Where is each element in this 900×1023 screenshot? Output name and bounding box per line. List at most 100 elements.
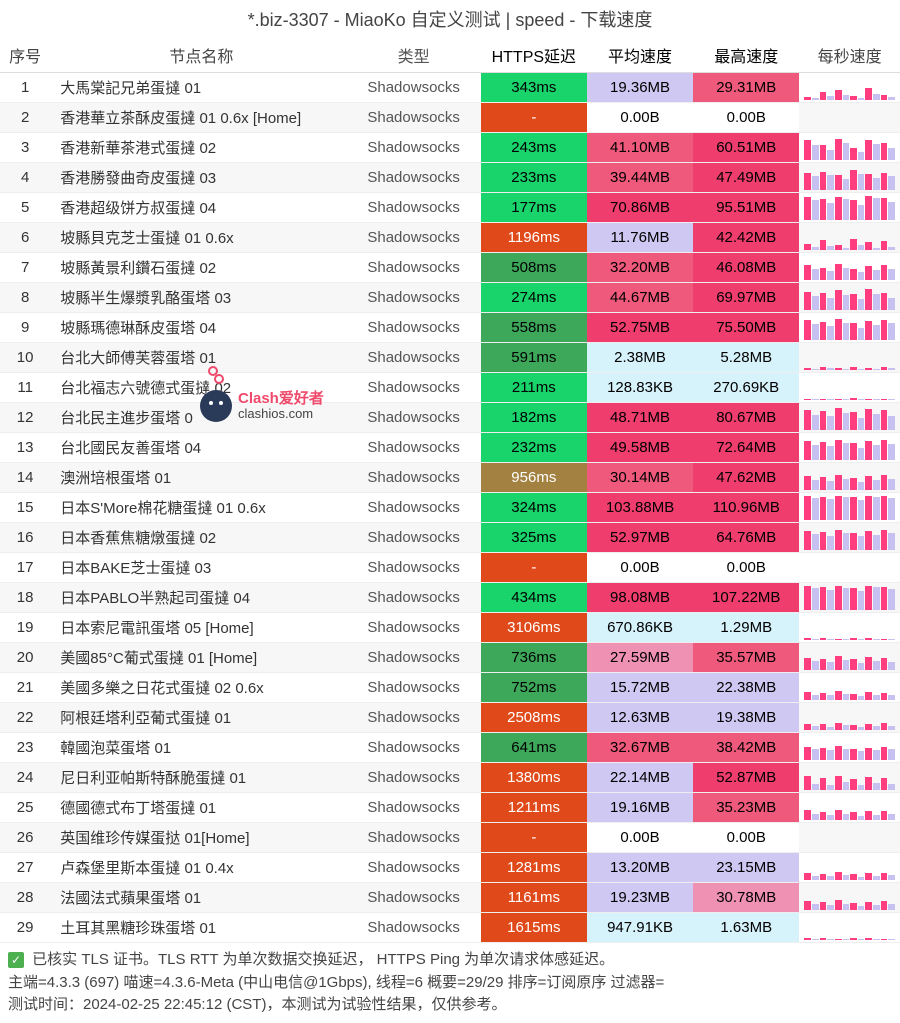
- cell-latency: 233ms: [481, 163, 587, 193]
- cell-avg-speed: 0.00B: [587, 553, 693, 583]
- cell-type: Shadowsocks: [347, 673, 481, 703]
- cell-type: Shadowsocks: [347, 463, 481, 493]
- cell-max-speed: 0.00B: [693, 103, 799, 133]
- cell-index: 16: [0, 523, 50, 553]
- cell-index: 24: [0, 763, 50, 793]
- cell-index: 11: [0, 373, 50, 403]
- cell-sparkline: [799, 223, 900, 253]
- cell-latency: 558ms: [481, 313, 587, 343]
- table-row: 5香港超级饼方叔蛋撻 04Shadowsocks177ms70.86MB95.5…: [0, 193, 900, 223]
- cell-type: Shadowsocks: [347, 373, 481, 403]
- cell-type: Shadowsocks: [347, 253, 481, 283]
- cell-node-name: 台北大師傅芙蓉蛋塔 01: [50, 343, 346, 373]
- cell-node-name: 坡縣半生爆漿乳酪蛋塔 03: [50, 283, 346, 313]
- cell-sparkline: [799, 883, 900, 913]
- cell-max-speed: 19.38MB: [693, 703, 799, 733]
- cell-max-speed: 35.57MB: [693, 643, 799, 673]
- table-row: 8坡縣半生爆漿乳酪蛋塔 03Shadowsocks274ms44.67MB69.…: [0, 283, 900, 313]
- cell-latency: 211ms: [481, 373, 587, 403]
- table-row: 18日本PABLO半熟起司蛋撻 04Shadowsocks434ms98.08M…: [0, 583, 900, 613]
- table-row: 6坡縣貝克芝士蛋撻 01 0.6xShadowsocks1196ms11.76M…: [0, 223, 900, 253]
- cell-sparkline: [799, 793, 900, 823]
- cell-latency: 641ms: [481, 733, 587, 763]
- table-row: 24尼日利亚帕斯特酥脆蛋撻 01Shadowsocks1380ms22.14MB…: [0, 763, 900, 793]
- cell-index: 18: [0, 583, 50, 613]
- cell-index: 10: [0, 343, 50, 373]
- cell-index: 4: [0, 163, 50, 193]
- cell-type: Shadowsocks: [347, 343, 481, 373]
- cell-type: Shadowsocks: [347, 853, 481, 883]
- cell-avg-speed: 52.75MB: [587, 313, 693, 343]
- cell-avg-speed: 15.72MB: [587, 673, 693, 703]
- cell-avg-speed: 49.58MB: [587, 433, 693, 463]
- cell-index: 28: [0, 883, 50, 913]
- table-row: 3香港新華茶港式蛋撻 02Shadowsocks243ms41.10MB60.5…: [0, 133, 900, 163]
- cell-avg-speed: 27.59MB: [587, 643, 693, 673]
- cell-type: Shadowsocks: [347, 223, 481, 253]
- cell-latency: 1196ms: [481, 223, 587, 253]
- table-row: 2香港華立茶酥皮蛋撻 01 0.6x [Home]Shadowsocks-0.0…: [0, 103, 900, 133]
- cell-latency: 324ms: [481, 493, 587, 523]
- cell-max-speed: 110.96MB: [693, 493, 799, 523]
- cell-max-speed: 107.22MB: [693, 583, 799, 613]
- cell-type: Shadowsocks: [347, 823, 481, 853]
- cell-sparkline: [799, 103, 900, 133]
- cell-type: Shadowsocks: [347, 523, 481, 553]
- cell-type: Shadowsocks: [347, 793, 481, 823]
- cell-type: Shadowsocks: [347, 643, 481, 673]
- cell-latency: 1281ms: [481, 853, 587, 883]
- cell-node-name: 香港華立茶酥皮蛋撻 01 0.6x [Home]: [50, 103, 346, 133]
- table-row: 25德國德式布丁塔蛋撻 01Shadowsocks1211ms19.16MB35…: [0, 793, 900, 823]
- page-title: *.biz-3307 - MiaoKo 自定义测试 | speed - 下载速度: [0, 0, 900, 38]
- cell-type: Shadowsocks: [347, 193, 481, 223]
- cell-latency: -: [481, 103, 587, 133]
- cell-avg-speed: 48.71MB: [587, 403, 693, 433]
- cell-node-name: 尼日利亚帕斯特酥脆蛋撻 01: [50, 763, 346, 793]
- cell-node-name: 日本索尼電訊蛋塔 05 [Home]: [50, 613, 346, 643]
- th-latency: HTTPS延迟: [481, 38, 587, 73]
- cell-index: 26: [0, 823, 50, 853]
- cell-node-name: 日本香蕉焦糖燉蛋撻 02: [50, 523, 346, 553]
- cell-type: Shadowsocks: [347, 313, 481, 343]
- cell-avg-speed: 32.67MB: [587, 733, 693, 763]
- cell-latency: 243ms: [481, 133, 587, 163]
- table-row: 15日本S'More棉花糖蛋撻 01 0.6xShadowsocks324ms1…: [0, 493, 900, 523]
- cell-index: 29: [0, 913, 50, 943]
- cell-sparkline: [799, 823, 900, 853]
- cell-node-name: 德國德式布丁塔蛋撻 01: [50, 793, 346, 823]
- cell-index: 22: [0, 703, 50, 733]
- cell-max-speed: 38.42MB: [693, 733, 799, 763]
- cell-node-name: 香港超级饼方叔蛋撻 04: [50, 193, 346, 223]
- table-row: 23韓國泡菜蛋塔 01Shadowsocks641ms32.67MB38.42M…: [0, 733, 900, 763]
- cell-latency: 182ms: [481, 403, 587, 433]
- cell-type: Shadowsocks: [347, 493, 481, 523]
- cell-avg-speed: 39.44MB: [587, 163, 693, 193]
- cell-type: Shadowsocks: [347, 433, 481, 463]
- cell-latency: 1380ms: [481, 763, 587, 793]
- cell-index: 1: [0, 73, 50, 103]
- cell-avg-speed: 12.63MB: [587, 703, 693, 733]
- footer-line3: 测试时间：2024-02-25 22:45:12 (CST)，本测试为试验性结果…: [8, 994, 892, 1017]
- table-row: 29土耳其黑糖珍珠蛋塔 01Shadowsocks1615ms947.91KB1…: [0, 913, 900, 943]
- cell-node-name: 香港新華茶港式蛋撻 02: [50, 133, 346, 163]
- cell-avg-speed: 70.86MB: [587, 193, 693, 223]
- cell-index: 21: [0, 673, 50, 703]
- cell-max-speed: 75.50MB: [693, 313, 799, 343]
- cell-avg-speed: 13.20MB: [587, 853, 693, 883]
- cell-max-speed: 1.29MB: [693, 613, 799, 643]
- cell-sparkline: [799, 193, 900, 223]
- cell-sparkline: [799, 343, 900, 373]
- cell-max-speed: 0.00B: [693, 823, 799, 853]
- th-max: 最高速度: [693, 38, 799, 73]
- cell-avg-speed: 103.88MB: [587, 493, 693, 523]
- cell-type: Shadowsocks: [347, 613, 481, 643]
- cell-type: Shadowsocks: [347, 283, 481, 313]
- cell-node-name: 台北國民友善蛋塔 04: [50, 433, 346, 463]
- cell-sparkline: [799, 643, 900, 673]
- cell-node-name: 美國多樂之日花式蛋撻 02 0.6x: [50, 673, 346, 703]
- cell-node-name: 法國法式蘋果蛋塔 01: [50, 883, 346, 913]
- cell-max-speed: 1.63MB: [693, 913, 799, 943]
- cell-max-speed: 23.15MB: [693, 853, 799, 883]
- table-row: 28法國法式蘋果蛋塔 01Shadowsocks1161ms19.23MB30.…: [0, 883, 900, 913]
- cell-latency: 591ms: [481, 343, 587, 373]
